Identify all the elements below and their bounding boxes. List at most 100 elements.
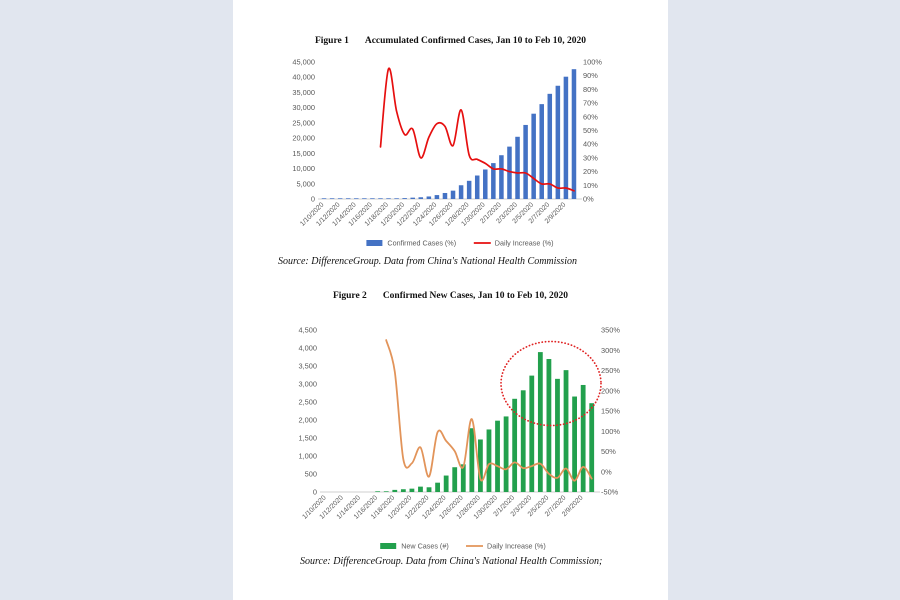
y-left-axis-label: 30,000 [292,103,315,112]
figure2-title-label: Figure 2 [332,291,367,301]
new-cases-bar [478,439,483,492]
confirmed-cases-bar [515,136,520,199]
y-left-axis-label: 500 [305,470,317,479]
figure1-title-label: Figure 1 [314,36,349,46]
y-left-axis-label: 35,000 [292,88,315,97]
y-right-axis-label: -50% [601,488,619,497]
y-right-axis-label: 40% [583,140,598,149]
figure1-title-text: Accumulated Confirmed Cases, Jan 10 to F… [364,36,586,46]
peak-highlight-ellipse [500,340,602,427]
daily-increase-line [379,67,575,192]
legend-bar-series-swatch [380,543,397,549]
confirmed-cases-bar [571,69,577,199]
y-left-axis-label: 4,500 [299,326,318,335]
confirmed-cases-bar [547,93,553,199]
confirmed-cases-bar [474,175,480,199]
y-right-axis-label: 100% [601,427,620,436]
confirmed-cases-bar [354,198,359,199]
legend-bar-series-label: Confirmed Cases (%) [387,239,456,248]
new-cases-bar [452,467,458,492]
new-cases-bar [486,429,492,492]
new-cases-bar [469,428,475,492]
legend-bar-series-swatch [366,240,383,246]
new-cases-bar [572,396,577,492]
y-left-axis-label: 3,000 [299,380,318,389]
y-left-axis-label: 45,000 [292,58,315,67]
confirmed-cases-bar [410,197,415,199]
confirmed-cases-bar [466,180,472,199]
y-left-axis-label: 1,000 [299,452,318,461]
new-cases-bar [375,491,381,492]
new-cases-bar [418,486,423,492]
new-cases-bar [383,491,389,492]
y-left-axis-label: 15,000 [292,149,315,158]
daily-increase-line [385,339,593,482]
confirmed-cases-bar [555,85,561,199]
new-cases-bar [537,352,543,492]
y-left-axis-label: 2,500 [299,398,318,407]
confirmed-cases-bar [402,198,407,199]
y-left-axis-label: 3,500 [299,362,318,371]
new-cases-bar [426,487,432,492]
new-cases-bar [495,420,500,492]
y-left-axis-label: 1,500 [299,434,318,443]
new-cases-bar [529,375,535,492]
y-left-axis-label: 10,000 [292,164,315,173]
y-right-axis-label: 70% [583,99,598,108]
new-cases-bar [392,489,398,492]
confirmed-cases-bar [362,198,367,199]
confirmed-cases-bar [329,198,335,199]
y-right-axis-label: 30% [583,153,598,162]
y-right-axis-label: 150% [601,407,620,416]
confirmed-cases-bar [337,198,343,199]
y-right-axis-label: 60% [583,112,598,121]
y-left-axis-label: 5,000 [297,179,316,188]
new-cases-bar [503,416,509,492]
y-left-axis-label: 0 [313,488,317,497]
y-right-axis-label: 20% [583,167,598,176]
confirmed-cases-bar [370,198,375,199]
new-cases-bar [520,390,526,492]
confirmed-cases-bar [378,198,383,199]
new-cases-bar [546,359,552,492]
legend-line-series-label: Daily Increase (%) [495,239,554,248]
y-left-axis-label: 4,000 [299,344,318,353]
confirmed-cases-bar [442,192,448,199]
new-cases-bar [512,398,518,492]
new-cases-bar [563,370,569,492]
confirmed-cases-bar [491,163,496,199]
figure2-source: Source: DifferenceGroup. Data from China… [300,556,603,567]
y-right-axis-label: 80% [583,85,598,94]
y-left-axis-label: 20,000 [292,134,315,143]
y-left-axis-label: 40,000 [292,73,315,82]
confirmed-cases-bar [321,198,327,199]
legend-bar-series-label: New Cases (#) [401,542,449,551]
new-cases-bar [409,488,415,492]
figure2-chart: 4,500 4,000 3,500 3,000 2,500 2,000 1,500 1,000… [299,326,621,551]
document-panel: Figure 1 Accumulated Confirmed Cases, Jan… [233,0,668,600]
y-right-axis-label: 50% [583,126,598,135]
figure1-source: Source: DifferenceGroup. Data from China… [278,256,577,267]
y-left-axis-label: 25,000 [292,118,315,127]
confirmed-cases-bar [507,146,512,199]
y-right-axis-label: 0% [583,195,594,204]
y-left-axis-label: 2,000 [299,416,318,425]
y-right-axis-label: 350% [601,326,620,335]
figure1-chart: 45,000 40,000 35,000 30,000 25,000 20,000 15,0… [292,58,602,248]
confirmed-cases-bar [434,195,440,199]
new-cases-bar [580,384,586,492]
figure2-title: Figure 2 Confirmed New Cases, Jan 10 to F… [233,291,668,301]
y-right-axis-label: 0% [601,467,612,476]
confirmed-cases-bar [418,197,424,199]
new-cases-bar [435,482,440,492]
new-cases-bar [460,464,466,492]
y-right-axis-label: 100% [583,58,602,67]
confirmed-cases-bar [394,198,399,199]
confirmed-cases-bar [450,190,456,199]
confirmed-cases-bar [426,196,432,199]
confirmed-cases-bar [539,104,544,199]
new-cases-bar [589,403,595,492]
new-cases-bar [443,475,449,492]
confirmed-cases-bar [386,198,391,199]
